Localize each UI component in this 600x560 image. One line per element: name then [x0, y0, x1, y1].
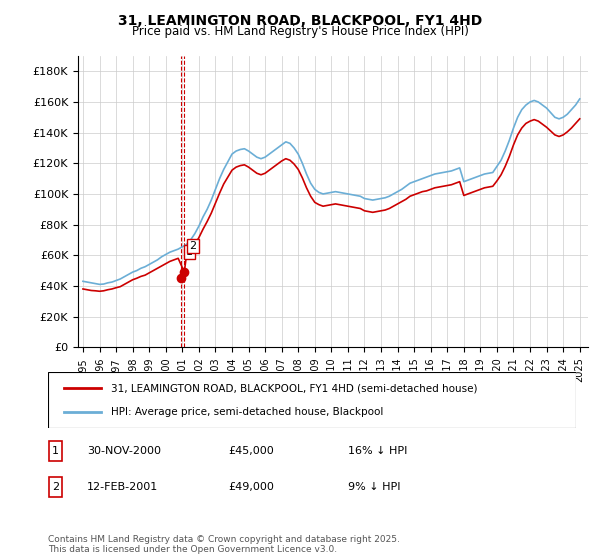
Text: Price paid vs. HM Land Registry's House Price Index (HPI): Price paid vs. HM Land Registry's House …: [131, 25, 469, 38]
Text: £49,000: £49,000: [228, 482, 274, 492]
Text: 1: 1: [52, 446, 59, 456]
FancyBboxPatch shape: [49, 441, 62, 461]
Text: 9% ↓ HPI: 9% ↓ HPI: [348, 482, 401, 492]
Text: 30-NOV-2000: 30-NOV-2000: [87, 446, 161, 456]
Text: 2: 2: [189, 241, 196, 251]
Text: 1: 1: [186, 248, 193, 257]
Text: HPI: Average price, semi-detached house, Blackpool: HPI: Average price, semi-detached house,…: [112, 407, 384, 417]
Text: 16% ↓ HPI: 16% ↓ HPI: [348, 446, 407, 456]
Text: 2: 2: [52, 482, 59, 492]
Text: 12-FEB-2001: 12-FEB-2001: [87, 482, 158, 492]
FancyBboxPatch shape: [49, 477, 62, 497]
Text: Contains HM Land Registry data © Crown copyright and database right 2025.
This d: Contains HM Land Registry data © Crown c…: [48, 535, 400, 554]
Text: 31, LEAMINGTON ROAD, BLACKPOOL, FY1 4HD: 31, LEAMINGTON ROAD, BLACKPOOL, FY1 4HD: [118, 14, 482, 28]
FancyBboxPatch shape: [48, 372, 576, 428]
Text: 31, LEAMINGTON ROAD, BLACKPOOL, FY1 4HD (semi-detached house): 31, LEAMINGTON ROAD, BLACKPOOL, FY1 4HD …: [112, 383, 478, 393]
Text: £45,000: £45,000: [228, 446, 274, 456]
